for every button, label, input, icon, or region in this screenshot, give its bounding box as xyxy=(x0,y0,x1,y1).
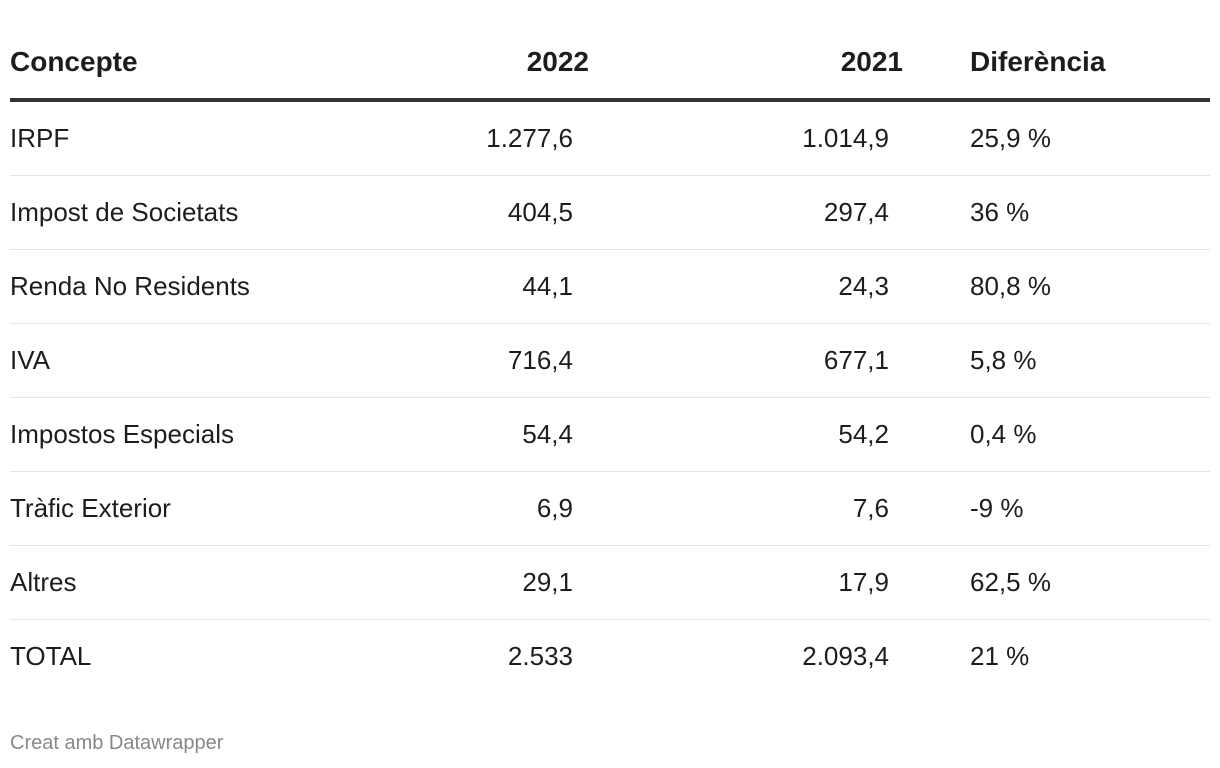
table-cell: Impost de Societats xyxy=(10,175,430,250)
table-cell: 297,4 xyxy=(589,175,903,250)
table-cell: 24,3 xyxy=(589,249,903,324)
table-cell: 7,6 xyxy=(589,471,903,546)
table-cell: TOTAL xyxy=(10,641,92,671)
table-cell: 80,8 % xyxy=(903,249,1210,324)
column-header: 2022 xyxy=(430,26,589,102)
column-header: Diferència xyxy=(903,26,1210,102)
table-cell: 716,4 xyxy=(430,323,589,398)
data-table: Concepte 2022 2021 Diferència IRPF 1.277,6 1.… xyxy=(10,26,1210,693)
table-cell: 0,4 % xyxy=(903,397,1210,472)
table-cell: 1.277,6 xyxy=(430,100,589,176)
table-cell: 677,1 xyxy=(589,323,903,398)
table-cell: Altres xyxy=(10,545,430,620)
table-cell: 2.093,4 xyxy=(802,641,889,671)
table-row: IRPF 1.277,6 1.014,9 25,9 % xyxy=(10,100,1210,176)
table-cell: 2.533 xyxy=(507,641,573,671)
table-cell: 29,1 xyxy=(430,545,589,620)
table-row: IVA 716,4 677,1 5,8 % xyxy=(10,323,1210,398)
table-cell: Tràfic Exterior xyxy=(10,471,430,546)
table-cell: Impostos Especials xyxy=(10,397,430,472)
table-cell: -9 % xyxy=(903,471,1210,546)
table-row: Tràfic Exterior 6,9 7,6 -9 % xyxy=(10,471,1210,546)
table-row: Altres 29,1 17,9 62,5 % xyxy=(10,545,1210,620)
table-cell: Renda No Residents xyxy=(10,249,430,324)
table-cell: 404,5 xyxy=(430,175,589,250)
table-cell: 5,8 % xyxy=(903,323,1210,398)
credit: Creat amb Datawrapper xyxy=(10,732,224,754)
table-cell: 54,2 xyxy=(589,397,903,472)
table-cell: 54,4 xyxy=(430,397,589,472)
table-cell: 6,9 xyxy=(430,471,589,546)
table-cell: 1.014,9 xyxy=(589,100,903,176)
table-row: TOTAL 2.533 2.093,4 21 % xyxy=(10,620,1210,694)
table-cell: 17,9 xyxy=(589,545,903,620)
table-cell: 62,5 % xyxy=(903,545,1210,620)
table-body: IRPF 1.277,6 1.014,9 25,9 % Impost de Societ… xyxy=(10,100,1210,693)
table-cell: IRPF xyxy=(10,100,430,176)
column-header: Concepte xyxy=(10,26,430,102)
column-header: 2021 xyxy=(589,26,903,102)
table-cell: IVA xyxy=(10,323,430,398)
table-row: Impost de Societats 404,5 297,4 36 % xyxy=(10,175,1210,250)
table-row: Impostos Especials 54,4 54,2 0,4 % xyxy=(10,397,1210,472)
table-cell: 36 % xyxy=(903,175,1210,250)
table-cell: 25,9 % xyxy=(903,100,1210,176)
table-cell: 44,1 xyxy=(430,249,589,324)
table-row: Renda No Residents 44,1 24,3 80,8 % xyxy=(10,249,1210,324)
header-row: Concepte 2022 2021 Diferència xyxy=(10,26,1210,102)
table-cell: 21 % xyxy=(970,641,1030,671)
